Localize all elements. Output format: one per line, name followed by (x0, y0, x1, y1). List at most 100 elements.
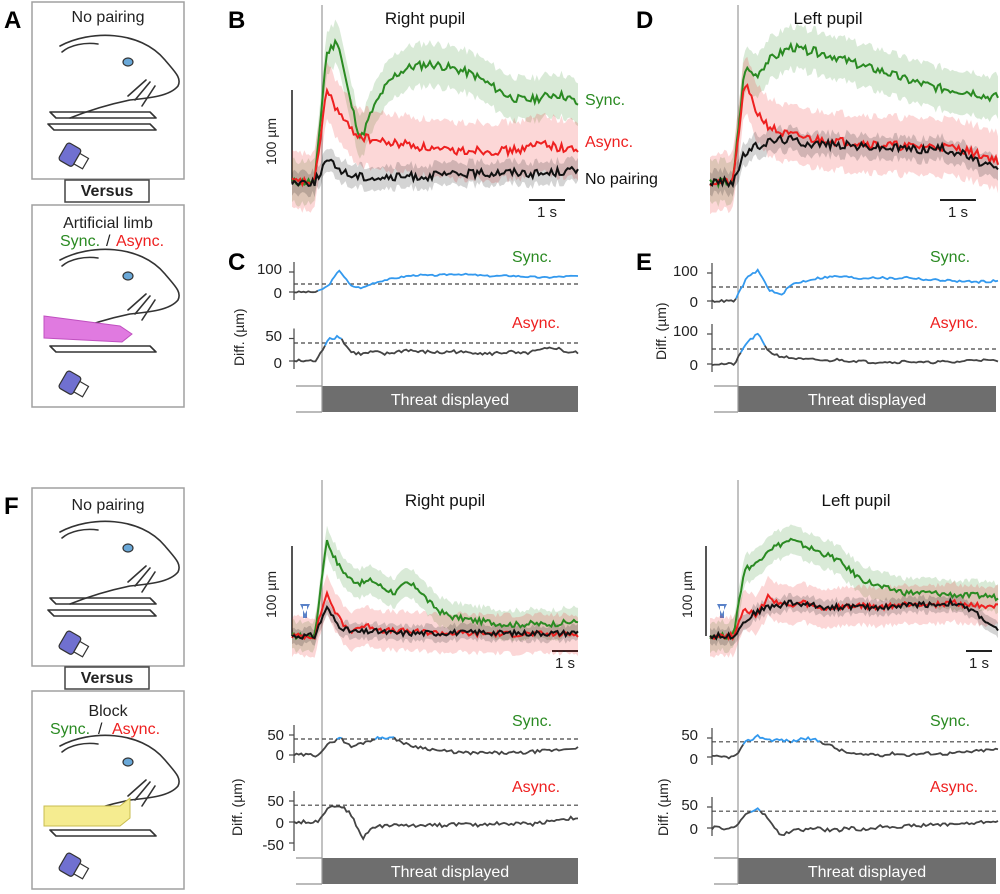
difference-trace (742, 733, 790, 746)
threat-label: Threat displayed (391, 392, 509, 409)
tick-label: 100 (673, 323, 698, 340)
difference-trace (735, 268, 999, 300)
scale-bar-time-label: 1 s (555, 655, 575, 672)
slash-label: / (106, 233, 111, 250)
artificial-limb-shape (43, 315, 133, 343)
difference-trace (764, 345, 999, 365)
diff-label-sync: Sync. (930, 249, 970, 266)
difference-trace (750, 807, 761, 813)
scale-bar-time-label: 1 s (948, 204, 968, 221)
schematic-box-no-pairing (31, 1, 185, 180)
tick-label: 0 (274, 285, 282, 302)
difference-trace (711, 298, 737, 304)
diff-label-async: Async. (930, 315, 978, 332)
diff-ylabel: Diff. (µm) (229, 778, 245, 836)
error-band (292, 573, 578, 658)
tick-label: 0 (276, 747, 284, 764)
slash-label: / (98, 721, 103, 738)
plot-layer (289, 19, 999, 851)
difference-trace (711, 811, 751, 831)
error-band (710, 524, 998, 654)
tick-label: 50 (267, 793, 284, 810)
error-band (710, 575, 998, 658)
scale-bar-time-label: 1 s (537, 204, 557, 221)
tick-label: 100 (673, 263, 698, 280)
arrow-up-icon (300, 604, 310, 618)
series-line (291, 86, 579, 188)
versus-box (64, 666, 150, 690)
chart-title: Right pupil (385, 9, 465, 28)
difference-trace (293, 345, 326, 363)
scale-bar-time-label: 1 s (969, 655, 989, 672)
difference-trace (393, 736, 579, 756)
block-shape (43, 796, 131, 827)
chart-title: Left pupil (822, 491, 891, 510)
threat-bar (322, 386, 578, 412)
camera-icon (58, 852, 90, 880)
real-limb-platform (47, 597, 157, 617)
diff-ylabel: Diff. (µm) (231, 308, 247, 366)
difference-trace (293, 289, 319, 294)
schematic-panel-a: No pairing Versus Artificial limb Sync. … (31, 1, 185, 408)
difference-trace (293, 805, 579, 841)
camera-icon (58, 370, 90, 398)
mouse-illustration (59, 248, 180, 333)
panel-label-e: E (636, 249, 652, 276)
threat-bar (738, 858, 996, 884)
difference-trace (340, 737, 376, 749)
difference-trace (711, 744, 744, 760)
diff-ylabel: Diff. (µm) (655, 778, 671, 836)
panel-label-d: D (636, 7, 653, 34)
arrow-up-icon (717, 604, 727, 618)
tick-label: 50 (681, 797, 698, 814)
versus-label: Versus (81, 183, 134, 200)
tick-label: 100 (257, 261, 282, 278)
sync-label: Sync. (60, 233, 100, 250)
mouse-illustration (59, 734, 180, 819)
error-band (292, 19, 578, 207)
scale-bar-label: 100 µm (679, 571, 695, 618)
error-band (292, 599, 578, 647)
diff-ylabel: Diff. (µm) (653, 302, 669, 360)
series-line (291, 589, 579, 641)
tick-label: 0 (690, 294, 698, 311)
series-line (709, 134, 999, 189)
async-label: Async. (112, 721, 160, 738)
diff-label-async: Async. (930, 779, 978, 796)
camera-icon (58, 630, 90, 658)
series-line (709, 537, 999, 641)
difference-trace (759, 810, 999, 837)
difference-trace (336, 736, 342, 740)
diff-label-sync: Sync. (512, 249, 552, 266)
diff-label-async: Async. (512, 315, 560, 332)
error-band (710, 56, 998, 215)
tick-label: 0 (274, 355, 282, 372)
difference-trace (819, 740, 999, 758)
tick-label: 0 (690, 357, 698, 374)
real-limb-platform (49, 829, 157, 837)
artificial-limb-label: Artificial limb (63, 215, 153, 232)
tick-label: 50 (267, 727, 284, 744)
diff-label-sync: Sync. (512, 713, 552, 730)
threat-axis-stub (714, 385, 738, 413)
threat-axis-stub (714, 857, 738, 885)
panel-label-f: F (4, 493, 19, 520)
series-line (291, 38, 579, 187)
tick-label: 0 (690, 751, 698, 768)
difference-trace (740, 332, 766, 354)
legend-no-pairing: No pairing (585, 171, 658, 188)
scale-bar-label: 100 µm (263, 571, 279, 618)
chart-title: Left pupil (794, 9, 863, 28)
schematic-box-artificial-limb (31, 204, 185, 408)
difference-trace (324, 334, 343, 347)
sync-label: Sync. (50, 721, 90, 738)
difference-trace (374, 735, 395, 741)
series-line (709, 597, 999, 641)
scale-bar-label: 100 µm (263, 118, 279, 165)
panel-label-a: A (4, 7, 21, 34)
error-band (292, 61, 578, 213)
async-label: Async. (116, 233, 164, 250)
tick-label: 50 (681, 727, 698, 744)
no-pairing-label: No pairing (72, 497, 145, 514)
tick-label: 0 (690, 821, 698, 838)
